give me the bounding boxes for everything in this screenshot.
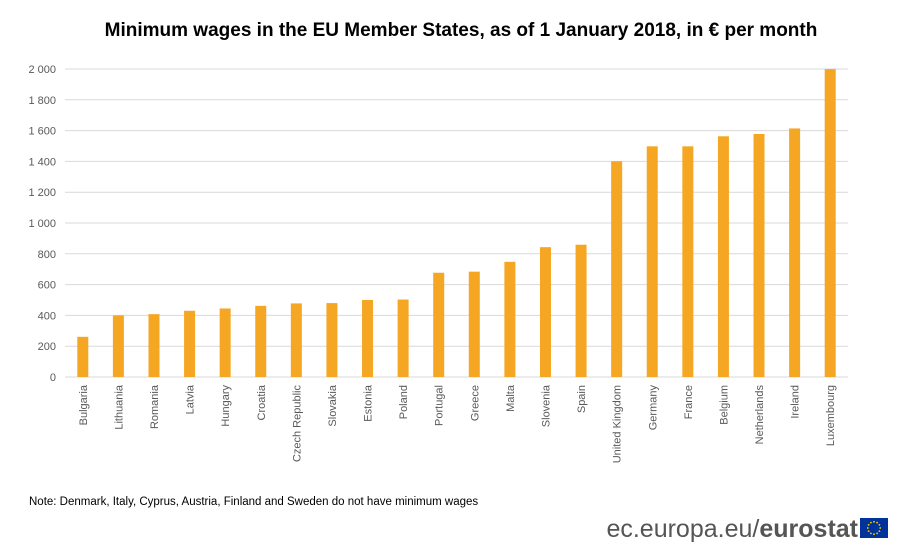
y-tick-label: 1 600 bbox=[28, 126, 56, 138]
x-tick-label: France bbox=[683, 385, 695, 419]
bar-estonia bbox=[362, 300, 374, 377]
bar-romania bbox=[148, 314, 160, 377]
bar-ireland bbox=[789, 128, 801, 377]
bar-netherlands bbox=[753, 133, 765, 377]
gridlines bbox=[65, 68, 848, 378]
bar-bulgaria bbox=[77, 336, 89, 377]
bar-chart: 0 200 400 600 800 1 000 1 200 1 400 1 600 1 800 2 … bbox=[28, 64, 848, 463]
x-tick-label: Belgium bbox=[718, 385, 730, 425]
y-tick-label: 600 bbox=[38, 280, 56, 292]
footnote: Note: Denmark, Italy, Cyprus, Austria, F… bbox=[29, 496, 479, 508]
x-axis-tick-labels: Bulgaria Lithuania Romania Latvia Hungary Cro… bbox=[78, 384, 837, 463]
x-tick-label: Slovakia bbox=[327, 384, 339, 426]
x-tick-label: Latvia bbox=[185, 384, 197, 414]
y-tick-label: 2 000 bbox=[28, 64, 56, 76]
chart-title: Minimum wages in the EU Member States, a… bbox=[104, 20, 818, 41]
bar-portugal bbox=[433, 272, 445, 377]
bar-united-kingdom bbox=[611, 161, 623, 377]
x-tick-label: Germany bbox=[647, 385, 659, 431]
x-tick-label: Bulgaria bbox=[78, 384, 90, 425]
x-tick-label: Hungary bbox=[220, 385, 232, 427]
x-tick-label: Spain bbox=[576, 385, 588, 413]
bar-france bbox=[682, 146, 694, 377]
footer-brand: eurostat bbox=[759, 515, 858, 543]
bar-luxembourg bbox=[824, 69, 836, 378]
y-tick-label: 1 000 bbox=[28, 218, 56, 230]
bar-malta bbox=[504, 261, 516, 377]
x-tick-label: Estonia bbox=[363, 384, 375, 422]
x-tick-label: Poland bbox=[398, 385, 410, 419]
bar-lithuania bbox=[112, 315, 124, 377]
x-tick-label: Lithuania bbox=[113, 384, 125, 430]
bar-slovakia bbox=[326, 303, 338, 377]
y-tick-label: 1 800 bbox=[28, 95, 56, 107]
bar-latvia bbox=[184, 310, 196, 377]
x-tick-label: Portugal bbox=[434, 385, 446, 426]
y-axis-tick-labels: 0 200 400 600 800 1 000 1 200 1 400 1 600 1 800 2 … bbox=[28, 64, 56, 384]
bar-germany bbox=[646, 146, 658, 377]
y-tick-label: 200 bbox=[38, 341, 56, 353]
footer-site: ec.europa.eu/ bbox=[606, 515, 760, 543]
eurostat-footer[interactable]: ec.europa.eu/eurostat bbox=[606, 515, 858, 544]
bar-spain bbox=[575, 244, 587, 377]
x-tick-label: United Kingdom bbox=[612, 385, 624, 463]
bar-poland bbox=[397, 299, 409, 377]
eu-flag-icon bbox=[860, 518, 888, 538]
bar-belgium bbox=[717, 136, 729, 377]
x-tick-label: Slovenia bbox=[540, 384, 552, 427]
bar-greece bbox=[468, 271, 480, 377]
y-tick-label: 1 400 bbox=[28, 156, 56, 168]
bar-croatia bbox=[255, 305, 267, 377]
x-tick-label: Greece bbox=[469, 385, 481, 421]
x-tick-label: Romania bbox=[149, 384, 161, 429]
x-tick-label: Ireland bbox=[790, 385, 802, 419]
y-tick-label: 400 bbox=[38, 310, 56, 322]
y-tick-label: 1 200 bbox=[28, 187, 56, 199]
bars bbox=[77, 69, 836, 378]
y-tick-label: 0 bbox=[50, 372, 56, 384]
x-tick-label: Netherlands bbox=[754, 385, 766, 445]
bar-slovenia bbox=[539, 247, 551, 377]
x-tick-label: Croatia bbox=[256, 384, 268, 420]
x-tick-label: Luxembourg bbox=[825, 385, 837, 446]
bar-czech-republic bbox=[290, 303, 302, 377]
x-tick-label: Malta bbox=[505, 384, 517, 412]
x-tick-label: Czech Republic bbox=[291, 385, 303, 463]
y-tick-label: 800 bbox=[38, 249, 56, 261]
bar-hungary bbox=[219, 308, 231, 377]
